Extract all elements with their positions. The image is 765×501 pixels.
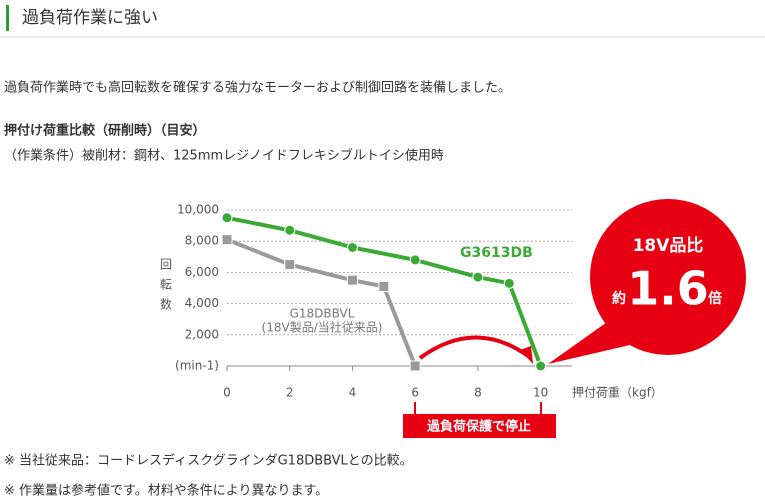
arrow (418, 335, 530, 360)
point (409, 254, 421, 266)
point (221, 234, 233, 246)
point (535, 360, 547, 372)
y-tick-label: 8,000 (185, 234, 219, 248)
point (409, 360, 421, 372)
stop-label: 過負荷保護で停止 (426, 419, 531, 435)
point (284, 224, 296, 236)
intro: 過負荷作業時でも高回転数を確保する強力なモーターおよび制御回路を装備しました。 (4, 80, 511, 96)
x-tick-label: 4 (349, 386, 357, 400)
x-tick-label: 6 (411, 386, 419, 400)
legend-label: G3613DB (460, 245, 533, 261)
conditions: （作業条件）被削材：鋼材、125mmレジノイドフレキシブルトイシ使用時 (4, 148, 444, 164)
y-tick-label: 2,000 (185, 327, 219, 341)
legend-label: G18DBBVL (290, 307, 355, 321)
bubble-tail (548, 320, 630, 364)
footnote: ※ 作業量は参考値です。材料や条件により異なります。 (4, 483, 328, 499)
y-tick-label: 10,000 (177, 203, 219, 217)
point (503, 277, 515, 289)
bubble-line1: 18V品比 (633, 235, 704, 256)
y-tick-label: 4,000 (185, 296, 219, 310)
series-line (226, 237, 418, 367)
x-tick-label: 8 (474, 386, 482, 400)
footnote: ※ 当社従来品：コードレスディスクグラインダG18DBBVLとの比較。 (4, 453, 413, 469)
x-tick-label: 10 (533, 386, 548, 400)
point (284, 259, 296, 271)
point (472, 271, 484, 283)
y-axis-label: 回転数 (159, 258, 173, 318)
x-tick-label: 2 (286, 386, 294, 400)
section-title: 押付け荷重比較（研削時）（目安） (4, 123, 206, 139)
y-tick-label: 6,000 (185, 265, 219, 279)
x-axis-label: 押付荷重（kgf） (572, 386, 663, 400)
bubble-prefix: 約 (612, 290, 626, 307)
arrowhead (520, 346, 533, 364)
bubble-suffix: 倍 (708, 290, 722, 307)
chart: (min-1) 2,000 4,000 6,000 8,000 10,000 0 2 4 6 8 10… (159, 203, 663, 400)
heading: 過負荷作業に強い (22, 8, 158, 28)
bubble-value: 1.6 (627, 262, 709, 316)
x-tick-label: 0 (223, 386, 231, 400)
point (378, 280, 390, 292)
heading-bar (6, 5, 9, 31)
point (346, 274, 358, 286)
point (346, 241, 358, 253)
y-tick-label: (min-1) (175, 359, 219, 373)
point (221, 212, 233, 224)
bubble (590, 199, 746, 355)
stop-box (403, 414, 556, 438)
legend-note: (18V製品/当社従来品) (262, 320, 383, 335)
